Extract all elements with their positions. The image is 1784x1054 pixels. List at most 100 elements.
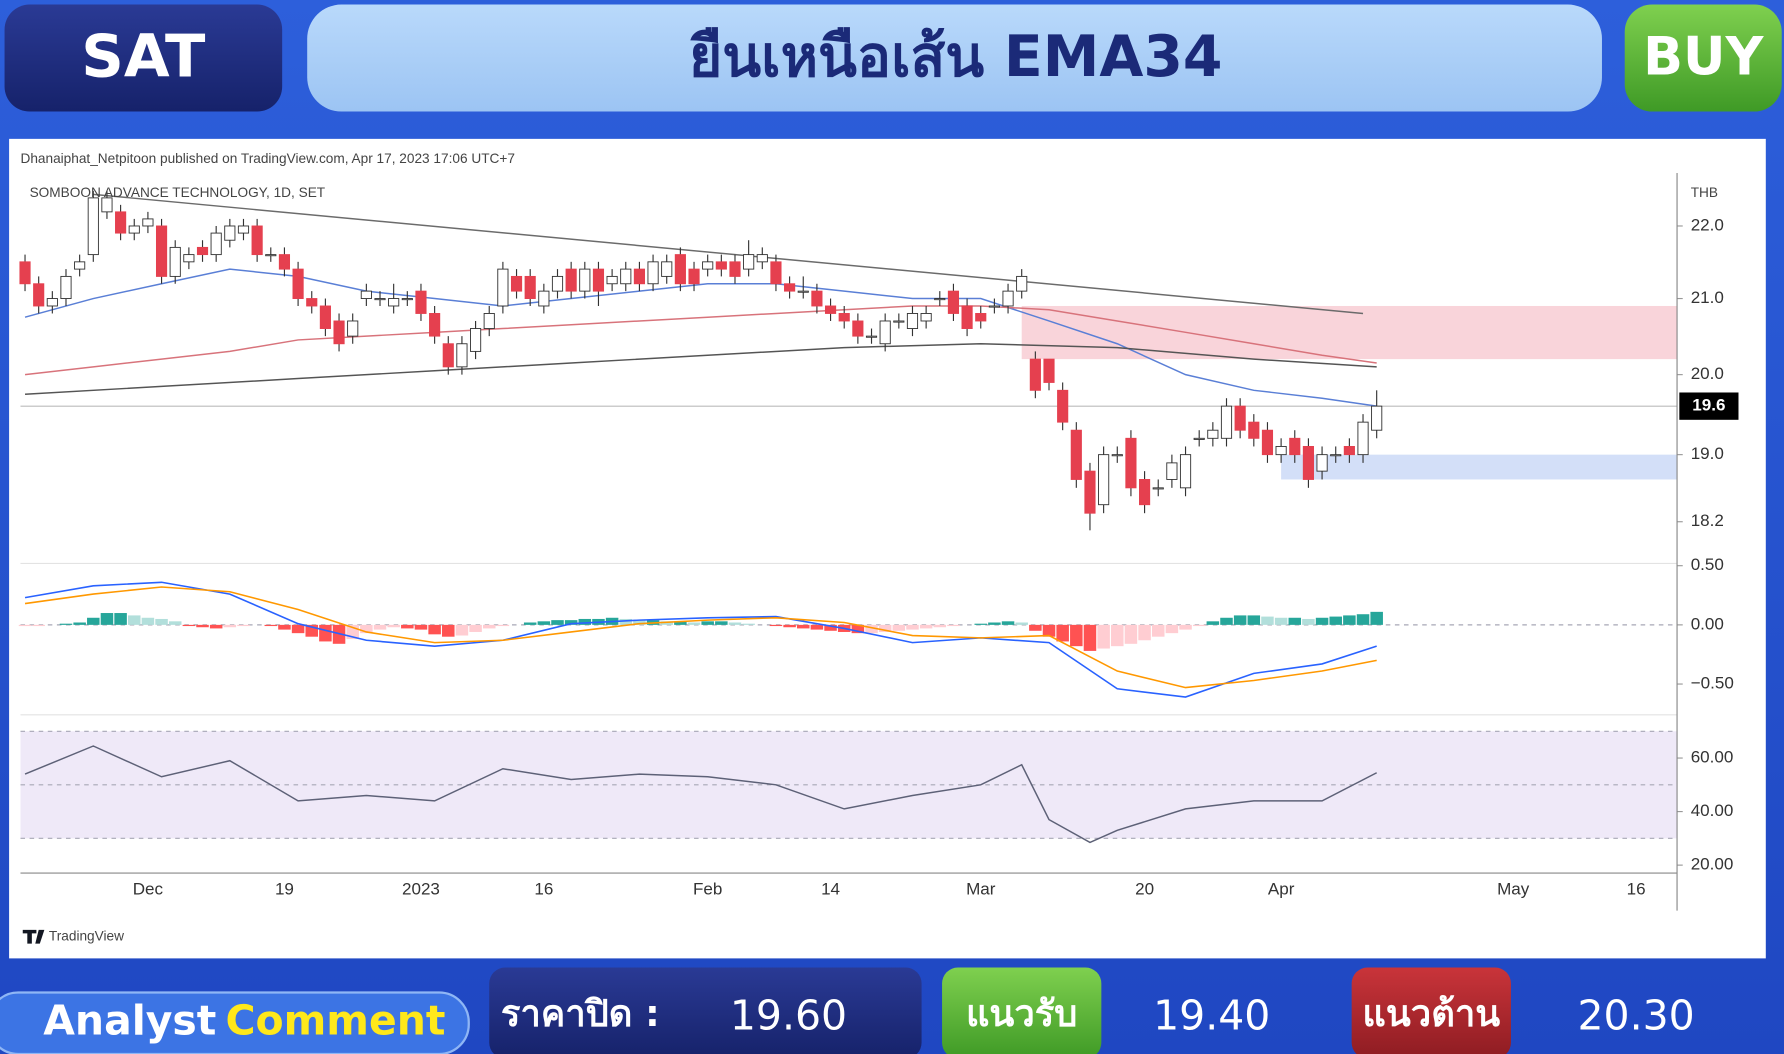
x-tick-label: Dec: [133, 880, 164, 899]
histogram-bar: [114, 613, 127, 625]
signal: BUY: [1643, 26, 1764, 87]
y-unit: THB: [1691, 185, 1718, 200]
histogram-bar: [1206, 621, 1220, 625]
candle-body: [1084, 470, 1096, 514]
histogram-bar: [1220, 617, 1233, 625]
histogram-bar: [1356, 614, 1370, 625]
y-tick-label: 0.00: [1691, 614, 1724, 633]
histogram-bar: [551, 620, 564, 625]
histogram-bar: [851, 624, 865, 634]
candle-body: [1248, 421, 1260, 439]
last-price-label: 19.6: [1692, 396, 1725, 415]
histogram-bar: [810, 624, 824, 630]
headline: ยืนเหนือเส้น EMA34: [689, 24, 1223, 90]
brand: TradingView: [49, 928, 124, 943]
comment-highlight: Comment: [225, 996, 445, 1044]
histogram-bar: [892, 624, 906, 631]
candle-body: [538, 290, 550, 307]
x-tick-label: 14: [821, 880, 840, 899]
candle-body: [33, 283, 45, 307]
candle-body: [852, 320, 864, 337]
histogram-bar: [278, 624, 291, 630]
candle-body: [319, 305, 331, 329]
histogram-bar: [537, 621, 551, 625]
candle-body: [1029, 358, 1041, 391]
histogram-bar: [1233, 615, 1247, 625]
zone: [1281, 454, 1678, 480]
histogram-bar: [728, 622, 742, 625]
y-tick-label: 0.50: [1691, 555, 1724, 574]
histogram-bar: [305, 624, 319, 637]
histogram-bar: [182, 624, 196, 627]
candle-body: [824, 305, 837, 314]
histogram-bar: [1097, 624, 1110, 649]
histogram-bar: [373, 624, 387, 630]
histogram-bar: [196, 624, 209, 628]
candle-body: [442, 343, 454, 368]
histogram-bar: [865, 624, 878, 634]
histogram-bar: [455, 624, 469, 636]
candle-body: [661, 261, 673, 277]
histogram-bar: [1042, 624, 1056, 637]
histogram-bar: [1083, 624, 1097, 651]
indicator-line: [24, 305, 1377, 376]
candle-body: [743, 254, 755, 270]
candle-body: [729, 261, 741, 277]
histogram-bar: [1124, 624, 1138, 644]
histogram-bar: [442, 624, 455, 637]
histogram-bar: [974, 623, 988, 625]
candle-body: [429, 313, 441, 337]
x-tick-label: May: [1497, 880, 1530, 899]
histogram-bar: [1192, 624, 1206, 627]
candle-body: [74, 261, 86, 270]
candle-body: [60, 275, 72, 299]
symbol: SAT: [81, 21, 206, 90]
candle-body: [1371, 405, 1383, 431]
histogram-bar: [783, 624, 796, 628]
candle-body: [347, 320, 359, 337]
candle-body: [756, 254, 768, 263]
candle-body: [46, 298, 58, 307]
histogram-bar: [360, 624, 373, 634]
candle-body: [470, 328, 482, 352]
candle-body: [1330, 454, 1342, 457]
histogram-bar: [674, 621, 687, 625]
histogram-bar: [59, 623, 73, 625]
histogram-bar: [1261, 616, 1274, 625]
histogram-bar: [1165, 624, 1179, 634]
candle-body: [224, 225, 236, 241]
candle-body: [1207, 429, 1219, 439]
candle-body: [961, 305, 973, 329]
histogram-bar: [947, 624, 960, 627]
candle-body: [1111, 454, 1123, 457]
candle-body: [524, 275, 536, 299]
histogram-bar: [1029, 624, 1042, 631]
candle-body: [1070, 429, 1082, 480]
candle-body: [1220, 405, 1233, 439]
histogram-bar: [1001, 621, 1015, 625]
histogram-bar: [715, 621, 728, 625]
candle-body: [456, 343, 468, 368]
close-label: ราคาปิด :: [501, 992, 660, 1035]
plot-area: 22.0 21.0 20.0 19.0 18.2 19.6 SOMBOON ADVANCE …: [18, 173, 1739, 911]
candle-body: [879, 320, 891, 345]
chart-subtitle: Dhanaiphat_Netpitoon published on Tradin…: [20, 151, 514, 166]
candle-body: [1261, 429, 1274, 456]
indicator-line: [24, 268, 1377, 407]
candle-body: [1139, 479, 1151, 506]
candle-body: [1179, 454, 1192, 489]
x-tick-label: 2023: [402, 880, 440, 899]
histogram-bar: [919, 624, 933, 629]
candle-body: [101, 197, 113, 213]
candle-body: [565, 268, 577, 292]
histogram-bar: [73, 622, 86, 625]
candle-body: [1316, 454, 1328, 472]
candle-body: [1357, 421, 1369, 456]
candle-body: [579, 268, 591, 292]
candle-body: [510, 275, 523, 292]
brand-logo: [22, 929, 45, 944]
y-tick-label: 19.0: [1691, 444, 1724, 463]
indicator-line: [24, 343, 1377, 395]
histogram-bar: [100, 613, 114, 625]
candle-body: [1098, 454, 1110, 506]
